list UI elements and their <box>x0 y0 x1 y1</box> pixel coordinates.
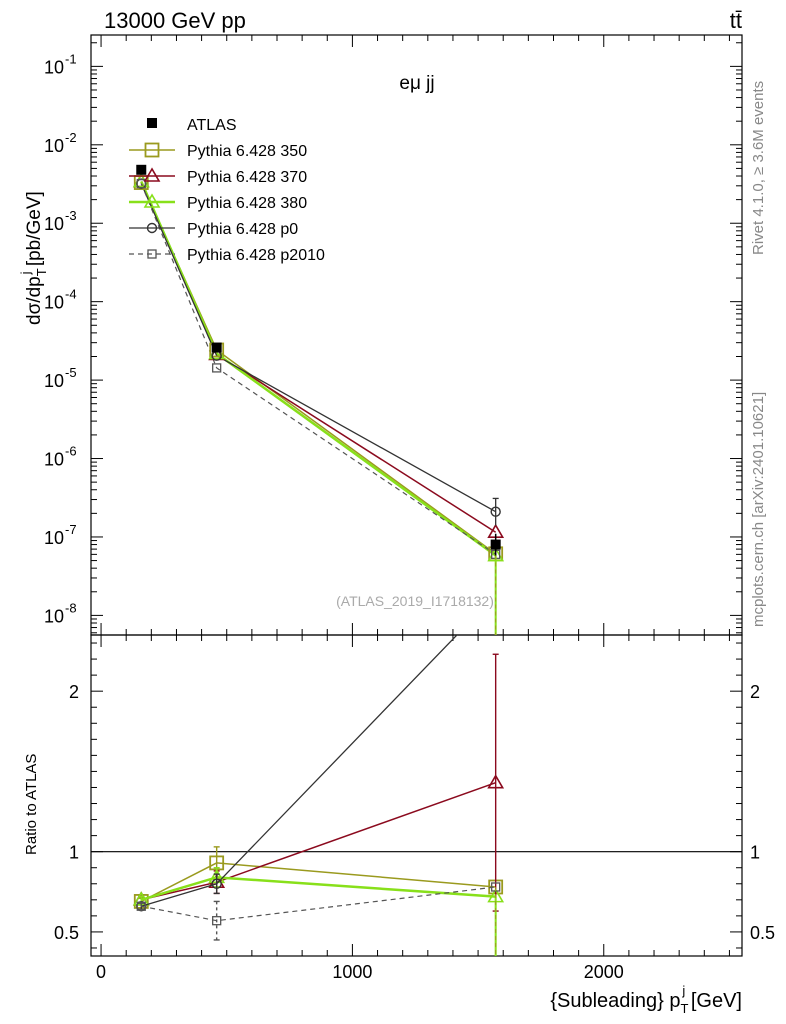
x-tick-label: 2000 <box>584 962 624 982</box>
series-marker-main <box>136 178 146 189</box>
ratio-y-tick-label-right: 2 <box>750 682 760 702</box>
y-tick-exponent: -5 <box>65 365 77 380</box>
process-label: tt̄ <box>730 8 742 33</box>
series-line-ratio <box>140 862 496 903</box>
ratio-y-tick-label: 2 <box>69 682 79 702</box>
mcplots-label: mcplots.cern.ch [arXiv:2401.10621] <box>750 392 767 627</box>
ratio-y-tick-label-right: 0.5 <box>750 923 775 943</box>
y-tick-exponent: -8 <box>65 600 77 615</box>
legend-marker <box>146 222 158 234</box>
series-marker-ratio <box>211 878 222 889</box>
series-line-ratio <box>140 876 496 902</box>
analysis-id-label: (ATLAS_2019_I1718132) <box>336 593 494 609</box>
legend-label: Pythia 6.428 370 <box>187 169 307 186</box>
rivet-version-label: Rivet 4.1.0, ≥ 3.6M events <box>750 81 767 255</box>
panel-label: eμ jj <box>399 73 434 94</box>
y-axis-label-ratio: Ratio to ATLAS <box>23 754 40 855</box>
series-line-main <box>140 183 497 555</box>
ratio-y-tick-label: 0.5 <box>54 923 79 943</box>
legend-label: Pythia 6.428 380 <box>187 195 307 212</box>
legend-marker-atlas <box>147 118 157 128</box>
ratio-y-tick-label-right: 1 <box>750 843 760 863</box>
series-marker-main <box>212 363 222 373</box>
legend-label: Pythia 6.428 p2010 <box>187 247 325 264</box>
main-plot-area <box>132 164 505 635</box>
x-tick-label: 0 <box>96 962 106 982</box>
y-tick-label: 10 <box>44 371 64 391</box>
y-axis-label-main: dσ/dpTj [pb/GeV] <box>18 191 49 325</box>
series-marker-ratio <box>487 774 505 789</box>
y-tick-exponent: -6 <box>65 444 77 459</box>
series-marker-ratio <box>136 901 146 911</box>
legend: ATLAS Pythia 6.428 350 Pythia 6.428 370 Pyt… <box>129 117 325 264</box>
y-tick-exponent: -4 <box>65 287 77 302</box>
x-axis-label: {Subleading} pTj [GeV] <box>550 983 742 1016</box>
y-tick-exponent: -1 <box>65 51 77 66</box>
y-tick-exponent: -2 <box>65 130 77 145</box>
data-point <box>136 164 147 175</box>
y-tick-label: 10 <box>44 214 64 234</box>
x-tick-label: 1000 <box>332 962 372 982</box>
energy-label: 13000 GeV pp <box>104 8 246 33</box>
series-line-main <box>140 181 497 557</box>
y-tick-label: 10 <box>44 528 64 548</box>
ratio-plot-frame <box>90 634 743 957</box>
data-point <box>211 342 222 353</box>
y-tick-exponent: -7 <box>65 522 77 537</box>
series-line-ratio <box>141 635 458 907</box>
ratio-plot-area <box>91 635 742 956</box>
y-tick-label: 10 <box>44 450 64 470</box>
data-point <box>490 539 501 550</box>
legend-label-atlas: ATLAS <box>187 117 237 134</box>
y-tick-label: 10 <box>44 606 64 626</box>
series-marker-ratio <box>212 916 222 926</box>
legend-marker <box>143 167 161 182</box>
y-tick-exponent: -3 <box>65 208 77 223</box>
ratio-y-tick-label: 1 <box>69 843 79 863</box>
y-tick-label: 10 <box>44 293 64 313</box>
legend-marker <box>147 249 157 259</box>
legend-marker <box>144 142 160 158</box>
legend-marker <box>143 193 161 208</box>
y-tick-label: 10 <box>44 57 64 77</box>
legend-label: Pythia 6.428 350 <box>187 143 307 160</box>
y-tick-label: 10 <box>44 136 64 156</box>
legend-label: Pythia 6.428 p0 <box>187 221 298 238</box>
